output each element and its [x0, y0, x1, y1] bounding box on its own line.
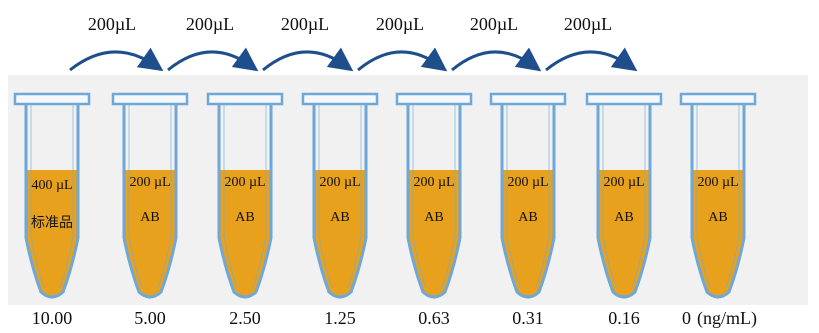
- tube-outline: [500, 104, 556, 299]
- tube-content-label: 标准品: [31, 216, 73, 231]
- transfer-arrow: [262, 47, 354, 72]
- tube-concentration: 5.00: [134, 308, 166, 328]
- transfer-volume-label: 200µL: [375, 14, 425, 34]
- transfer-volume-label: 200µL: [563, 14, 613, 34]
- tube-content-label: AB: [518, 210, 538, 225]
- tube-inner-wall: [157, 104, 172, 289]
- tube-cap: [395, 92, 473, 106]
- tube-inner-wall: [441, 104, 456, 289]
- tube-volume-label: 200 µL: [413, 175, 455, 190]
- tube-inner-wall: [59, 104, 74, 289]
- tube-5: [395, 92, 473, 299]
- tube-content-label: AB: [708, 210, 728, 225]
- tube-inner-wall: [128, 104, 143, 289]
- tube-concentration: 2.50: [229, 308, 261, 328]
- tube-inner-wall: [252, 104, 267, 289]
- tube-inner-wall: [30, 104, 45, 289]
- tube-row: [13, 92, 757, 299]
- tube-outline: [406, 104, 462, 299]
- tube-liquid: [26, 170, 78, 297]
- tube-outline: [312, 104, 368, 299]
- tube-cap: [206, 92, 284, 106]
- tube-volume-label: 200 µL: [603, 175, 645, 190]
- tube-cap: [111, 92, 189, 106]
- transfer-arrow: [69, 47, 164, 72]
- tube-6: [489, 92, 567, 299]
- tube-concentration: 0.63: [418, 308, 450, 328]
- tube-7: [585, 92, 663, 299]
- tube-volume-label: 400 µL: [31, 178, 73, 193]
- tube-inner-wall: [602, 104, 617, 289]
- tube-liquid: [692, 170, 744, 297]
- tube-inner-wall: [347, 104, 362, 289]
- tube-concentration: 10.00: [31, 308, 73, 328]
- tube-concentration: 0.16: [608, 308, 640, 328]
- tube-inner-wall: [631, 104, 646, 289]
- transfer-arrow: [357, 47, 448, 72]
- tube-outline: [596, 104, 652, 299]
- tube-volume-label: 200 µL: [319, 175, 361, 190]
- tube-liquid: [408, 170, 460, 297]
- tube-inner-wall: [506, 104, 521, 289]
- tube-volume-label: 200 µL: [224, 175, 266, 190]
- tube-liquid: [219, 170, 271, 297]
- tube-content-label: AB: [140, 210, 160, 225]
- tube-content-label: AB: [235, 210, 255, 225]
- tube-concentration: 0.31: [512, 308, 544, 328]
- transfer-volume-label: 200µL: [469, 14, 519, 34]
- tube-2: [111, 92, 189, 299]
- transfer-volume-label: 200µL: [87, 14, 137, 34]
- tube-inner-wall: [725, 104, 740, 289]
- tube-1: [13, 92, 91, 299]
- transfer-arrow: [545, 47, 638, 72]
- transfer-volume-label: 200µL: [185, 14, 235, 34]
- tube-cap: [489, 92, 567, 106]
- tube-8: [679, 92, 757, 299]
- tube-cap: [301, 92, 379, 106]
- transfer-arrow: [451, 47, 542, 72]
- concentration-value: 0: [682, 308, 691, 328]
- tube-concentration: 1.25: [324, 308, 356, 328]
- tube-content-label: AB: [614, 210, 634, 225]
- tube-volume-label: 200 µL: [129, 175, 171, 190]
- tube-liquid: [502, 170, 554, 297]
- tube-inner-wall: [318, 104, 333, 289]
- tube-3: [206, 92, 284, 299]
- tube-cap: [13, 92, 91, 106]
- transfer-arrows: [69, 47, 638, 72]
- tube-outline: [690, 104, 746, 299]
- tube-volume-label: 200 µL: [697, 175, 739, 190]
- tube-concentration: 0 (ng/mL): [682, 308, 812, 329]
- tube-inner-wall: [696, 104, 711, 289]
- tube-content-label: AB: [330, 210, 350, 225]
- tube-outline: [217, 104, 273, 299]
- tube-cap: [585, 92, 663, 106]
- concentration-unit: (ng/mL): [697, 308, 757, 328]
- tube-4: [301, 92, 379, 299]
- tube-inner-wall: [535, 104, 550, 289]
- tube-outline: [122, 104, 178, 299]
- tube-liquid: [598, 170, 650, 297]
- tube-liquid: [124, 170, 176, 297]
- transfer-arrow: [167, 47, 259, 72]
- tube-content-label: AB: [424, 210, 444, 225]
- tube-inner-wall: [223, 104, 238, 289]
- tube-cap: [679, 92, 757, 106]
- tube-liquid: [314, 170, 366, 297]
- tube-volume-label: 200 µL: [507, 175, 549, 190]
- tube-inner-wall: [412, 104, 427, 289]
- tube-outline: [24, 104, 80, 299]
- transfer-volume-label: 200µL: [280, 14, 330, 34]
